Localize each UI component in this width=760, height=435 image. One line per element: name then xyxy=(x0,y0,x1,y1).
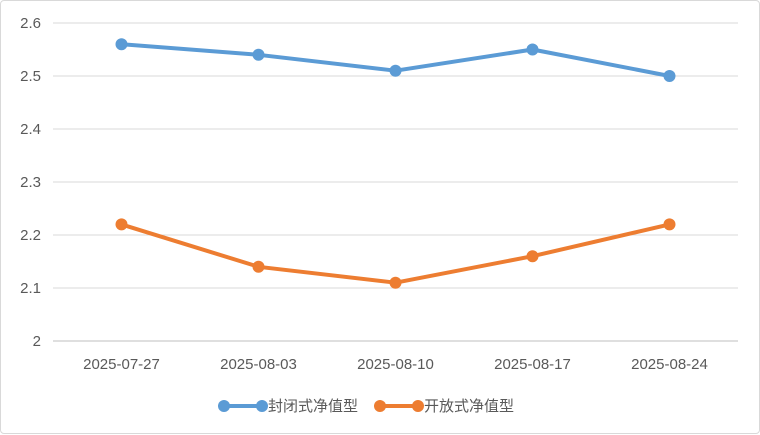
y-tick-label: 2.3 xyxy=(20,174,41,191)
legend: 封闭式净值型 开放式净值型 xyxy=(218,398,514,415)
x-tick-label: 2025-08-10 xyxy=(357,356,434,373)
y-tick-label: 2.5 xyxy=(20,68,41,85)
x-tick-label: 2025-07-27 xyxy=(83,356,160,373)
data-point xyxy=(252,260,265,273)
data-point xyxy=(115,218,128,231)
y-tick-label: 2.6 xyxy=(20,15,41,32)
data-point xyxy=(663,218,676,231)
legend-marker xyxy=(374,400,386,412)
legend-item: 封闭式净值型 xyxy=(218,398,358,415)
data-point xyxy=(115,38,128,51)
x-axis: 2025-07-27 2025-08-03 2025-08-10 2025-08-17… xyxy=(83,356,708,373)
x-tick-label: 2025-08-03 xyxy=(220,356,297,373)
y-tick-label: 2.1 xyxy=(20,280,41,297)
data-point xyxy=(526,43,539,56)
series-2 xyxy=(115,218,676,289)
series-line xyxy=(119,222,672,285)
series-layer xyxy=(115,38,676,289)
y-axis: 2 2.1 2.2 2.3 2.4 2.5 2.6 xyxy=(20,15,41,350)
y-tick-label: 2.4 xyxy=(20,121,41,138)
legend-marker xyxy=(218,400,230,412)
legend-label: 开放式净值型 xyxy=(424,398,514,415)
x-tick-label: 2025-08-24 xyxy=(631,356,708,373)
legend-item: 开放式净值型 xyxy=(374,398,514,415)
data-point xyxy=(389,64,402,77)
legend-label: 封闭式净值型 xyxy=(268,398,358,415)
data-point xyxy=(389,276,402,289)
series-1 xyxy=(115,38,676,82)
legend-marker xyxy=(412,400,424,412)
legend-marker xyxy=(256,400,268,412)
data-point xyxy=(252,48,265,61)
data-point xyxy=(526,250,539,263)
data-point xyxy=(663,70,676,82)
y-tick-label: 2.2 xyxy=(20,227,41,244)
y-tick-label: 2 xyxy=(33,333,41,350)
x-tick-label: 2025-08-17 xyxy=(494,356,571,373)
